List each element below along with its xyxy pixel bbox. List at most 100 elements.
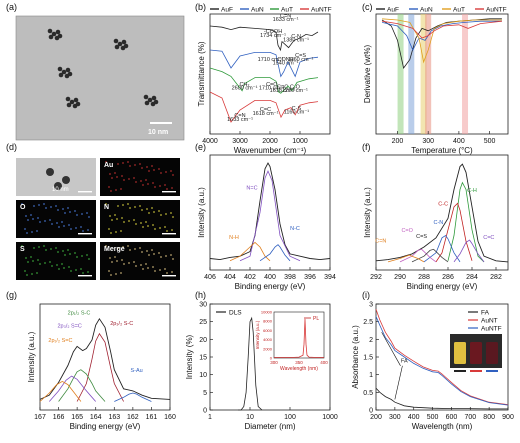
eds-signal-dot	[50, 248, 52, 250]
plot-frame	[209, 154, 331, 271]
y-tick-label: 30	[199, 302, 207, 309]
y-axis-label: Intensity (%)	[185, 334, 194, 379]
eds-signal-dot	[128, 262, 130, 264]
eds-signal-dot	[61, 263, 63, 265]
scale-bar	[78, 275, 92, 277]
nanoparticle	[46, 168, 54, 176]
eds-signal-dot	[145, 179, 147, 181]
vial	[454, 342, 466, 364]
eds-signal-dot	[33, 247, 35, 249]
data-annotation: 1540 cm⁻¹	[273, 60, 299, 66]
data-annotation: 2p₃/₂ S-C	[110, 321, 133, 327]
annotation-arrow	[394, 365, 403, 400]
eds-signal-dot	[27, 219, 29, 221]
x-tick-label: 300	[389, 414, 401, 421]
eds-signal-dot	[64, 254, 66, 256]
panel-label: (d)	[6, 142, 17, 152]
eds-signal-dot	[152, 224, 154, 226]
eds-signal-dot	[164, 226, 166, 228]
y-tick-label: 1	[369, 372, 373, 379]
eds-signal-dot	[49, 261, 51, 263]
y-tick-label: 0.5	[363, 390, 373, 397]
x-tick-label: 800	[483, 414, 495, 421]
x-tick-label: 400	[408, 414, 420, 421]
eds-signal-dot	[120, 188, 122, 190]
eds-signal-dot	[105, 161, 107, 163]
data-annotation: CONH	[277, 57, 293, 63]
eds-signal-dot	[70, 228, 72, 230]
x-tick-label: 400	[453, 138, 465, 145]
vial-color-key	[454, 370, 466, 372]
highlight-band	[420, 14, 427, 134]
panel-label: (i)	[362, 290, 370, 300]
eds-signal-dot	[141, 251, 143, 253]
y-tick-label: 5	[203, 390, 207, 397]
nanoparticle	[61, 69, 67, 75]
scale-bar	[162, 233, 176, 235]
x-tick-label: 162	[127, 414, 139, 421]
nanoparticle	[147, 97, 153, 103]
nanoparticle	[65, 96, 71, 102]
nanoparticle	[123, 43, 129, 49]
x-axis-label: Binding energy (eV)	[407, 282, 478, 291]
x-tick-label: 300	[422, 138, 434, 145]
nanoparticle-cluster	[113, 38, 129, 51]
eds-signal-dot	[165, 171, 167, 173]
eds-signal-dot	[68, 224, 70, 226]
series-line-c-s	[411, 248, 449, 263]
series-line-aunt	[375, 309, 509, 406]
eds-signal-dot	[75, 227, 77, 229]
eds-signal-dot	[142, 226, 144, 228]
scale-bar	[150, 122, 172, 124]
eds-signal-dot	[142, 184, 144, 186]
inset-x-tick-label: 400	[320, 360, 328, 365]
x-tick-label: 292	[370, 274, 382, 281]
x-axis-label: Wavelength (nm)	[412, 422, 473, 431]
series-line-dls	[238, 316, 263, 411]
eds-signal-dot	[62, 208, 64, 210]
data-annotation: 1380 cm⁻¹	[283, 38, 309, 44]
nanoparticle	[57, 66, 63, 72]
eds-signal-dot	[44, 220, 46, 222]
nanoparticle	[55, 29, 61, 35]
inset-chart: 300 350 4000200040006000800010000Wavelengt…	[255, 310, 328, 373]
series-line-n-h	[229, 241, 271, 262]
eds-signal-dot	[166, 272, 168, 274]
x-tick-label: 700	[464, 414, 476, 421]
data-annotation: C=S	[416, 234, 427, 240]
x-tick-label: 406	[204, 274, 216, 281]
eds-signal-dot	[105, 245, 107, 247]
eds-signal-dot	[123, 263, 125, 265]
eds-signal-dot	[128, 178, 130, 180]
eds-signal-dot	[30, 256, 32, 258]
eds-signal-dot	[134, 164, 136, 166]
nanoparticle	[121, 39, 127, 45]
nanoparticle	[143, 94, 149, 100]
eds-signal-dot	[139, 205, 141, 207]
data-annotation: C-H	[467, 188, 477, 194]
nanoparticle	[58, 72, 64, 78]
series-line-aut	[209, 67, 319, 94]
eds-signal-dot	[111, 261, 113, 263]
data-annotation: C=S	[295, 53, 306, 59]
data-annotation: C=C	[260, 107, 271, 113]
highlight-band	[462, 14, 469, 134]
eds-signal-dot	[164, 268, 166, 270]
data-annotation: 1710 cm⁻¹	[259, 86, 285, 92]
eds-signal-dot	[117, 205, 119, 207]
eds-signal-dot	[64, 212, 66, 214]
eds-signal-dot	[170, 212, 172, 214]
eds-signal-dot	[152, 182, 154, 184]
eds-signal-dot	[86, 212, 88, 214]
eds-signal-dot	[88, 258, 90, 260]
eds-signal-dot	[133, 261, 135, 263]
x-tick-label: 200	[392, 138, 404, 145]
eds-signal-dot	[114, 172, 116, 174]
eds-signal-dot	[152, 266, 154, 268]
data-annotation: C=O	[266, 82, 278, 88]
series-line-c-n	[423, 234, 461, 263]
eds-signal-dot	[159, 227, 161, 229]
nanoparticle	[75, 101, 81, 107]
series-line-c-c	[435, 202, 473, 263]
legend-label: AuNTF	[311, 7, 332, 14]
